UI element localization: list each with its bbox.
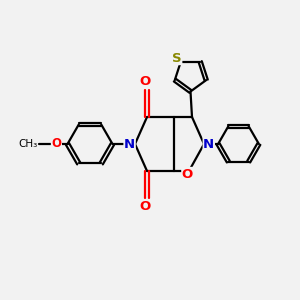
Text: N: N	[203, 137, 214, 151]
Text: O: O	[182, 167, 193, 181]
Text: O: O	[139, 200, 150, 213]
Text: S: S	[172, 52, 182, 64]
Text: O: O	[51, 136, 62, 150]
Text: CH₃: CH₃	[18, 139, 38, 149]
Text: O: O	[139, 75, 150, 88]
Text: N: N	[124, 137, 135, 151]
